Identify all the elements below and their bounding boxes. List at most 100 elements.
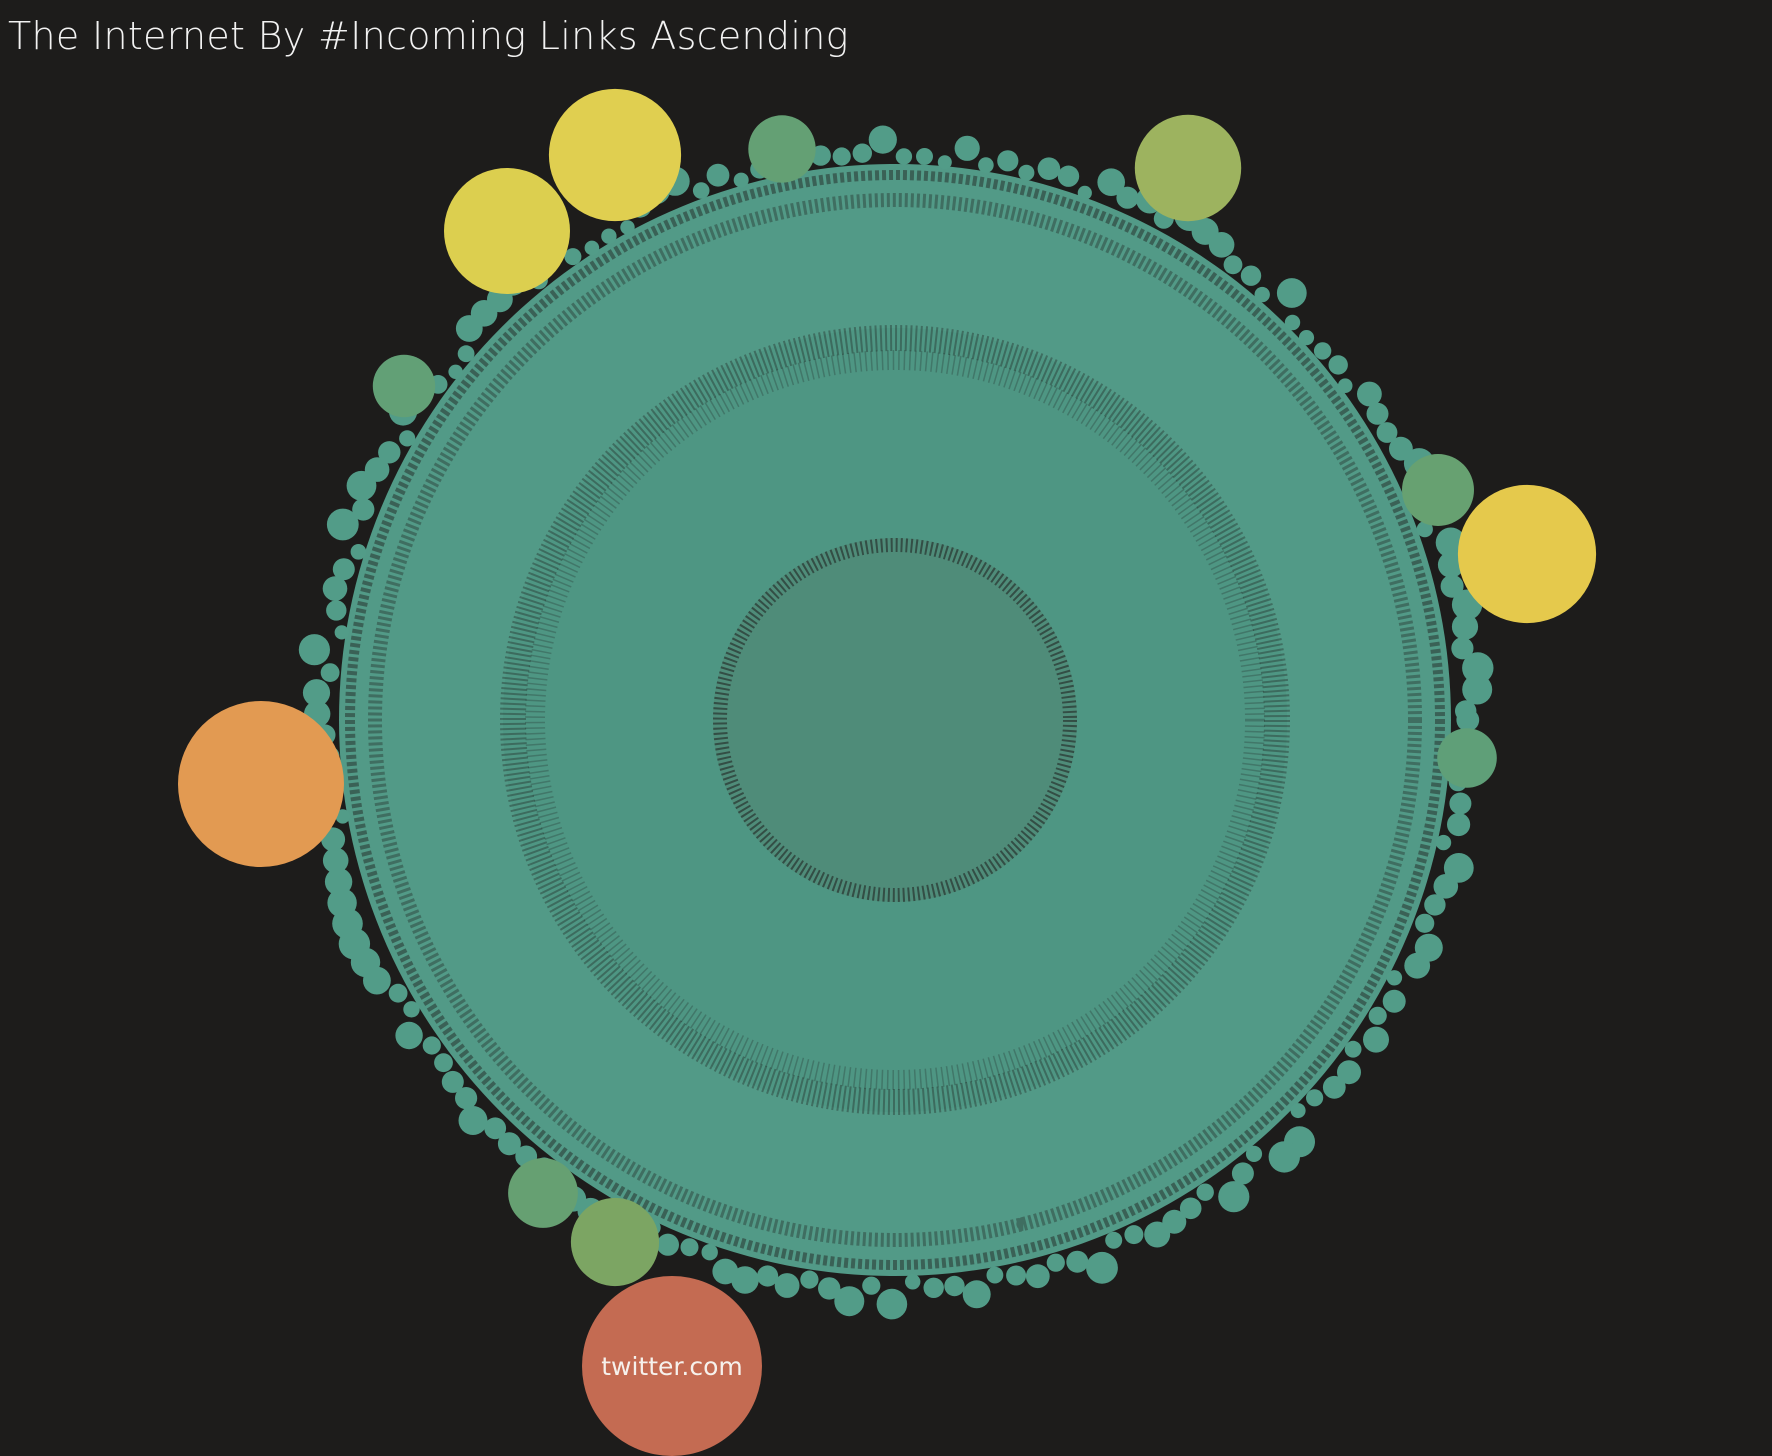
- edge-bubble-26: [1218, 1181, 1250, 1213]
- top-sites-bubbles: twitter.com: [178, 88, 1597, 1456]
- site-bubble-11[interactable]: [372, 354, 436, 418]
- edge-bubble-18: [1337, 1060, 1361, 1085]
- site-bubble-1[interactable]: [582, 1276, 762, 1456]
- edge-bubble-90: [334, 625, 349, 640]
- edge-bubble-99: [378, 441, 401, 464]
- site-bubble-12[interactable]: [1437, 728, 1497, 788]
- edge-bubble-149: [1276, 278, 1307, 308]
- edge-bubble-119: [692, 182, 710, 199]
- site-bubble-7[interactable]: [570, 1197, 660, 1287]
- edge-bubble-155: [1357, 381, 1382, 407]
- edge-bubble-132: [954, 135, 980, 161]
- edge-bubble-32: [1105, 1231, 1123, 1249]
- edge-bubble-79: [322, 847, 349, 874]
- edge-bubble-15: [1368, 1006, 1387, 1025]
- edge-bubble-63: [497, 1132, 521, 1156]
- edge-bubble-169: [1462, 652, 1494, 684]
- edge-bubble-100: [399, 430, 416, 447]
- edge-bubble-171: [1455, 700, 1477, 722]
- edge-bubble-88: [320, 663, 340, 682]
- edge-bubble-89: [298, 634, 330, 666]
- edge-bubble-36: [1025, 1264, 1050, 1289]
- edge-bubble-78: [324, 868, 353, 896]
- edge-bubble-31: [1124, 1225, 1144, 1245]
- edge-bubble-48: [774, 1273, 800, 1298]
- chart-title: The Internet By #Incoming Links Ascendin…: [8, 14, 849, 58]
- edge-bubble-127: [852, 143, 872, 163]
- site-bubble-10[interactable]: [748, 115, 816, 183]
- site-bubble-9[interactable]: [508, 1158, 578, 1228]
- edge-bubble-67: [441, 1070, 464, 1093]
- edge-bubble-12: [1404, 952, 1431, 979]
- edge-bubble-13: [1386, 970, 1403, 986]
- edge-bubble-35: [1046, 1253, 1065, 1272]
- edge-bubble-17: [1344, 1040, 1362, 1058]
- edge-bubble-30: [1144, 1221, 1171, 1248]
- edge-bubble-81: [335, 809, 350, 824]
- edge-bubble-37: [1006, 1265, 1027, 1286]
- edge-bubble-25: [1231, 1162, 1254, 1185]
- bubble-texture-ring-2: [500, 325, 1290, 1115]
- edge-bubble-115: [620, 220, 635, 235]
- edge-bubble-128: [868, 125, 897, 154]
- edge-bubble-146: [1223, 255, 1243, 275]
- small-sites-bubble-mass: [339, 164, 1451, 1276]
- edge-bubble-4: [1449, 792, 1472, 815]
- edge-bubble-150: [1284, 314, 1301, 331]
- site-bubble-2[interactable]: [178, 701, 344, 867]
- edge-bubble-70: [395, 1021, 423, 1050]
- site-bubble-6[interactable]: [1134, 114, 1242, 222]
- edge-bubble-41: [923, 1277, 944, 1299]
- edge-bubble-105: [457, 345, 475, 363]
- bubble-texture-ring-3: [525, 350, 1265, 1090]
- edge-bubble-164: [1437, 551, 1464, 578]
- edge-bubble-34: [1066, 1250, 1089, 1273]
- edge-bubble-24: [1245, 1145, 1263, 1162]
- inner-core: [713, 538, 1077, 902]
- edge-bubble-113: [584, 240, 600, 256]
- edge-bubble-153: [1328, 355, 1348, 375]
- site-bubble-3[interactable]: [1457, 484, 1597, 624]
- edge-bubble-162: [1416, 521, 1433, 538]
- edge-bubble-148: [1254, 286, 1270, 303]
- edge-bubble-131: [937, 155, 952, 170]
- edge-bubble-91: [326, 600, 347, 621]
- edge-bubble-69: [422, 1036, 441, 1055]
- bubble-texture-ring-4: [368, 193, 1422, 1247]
- edge-bubble-145: [1208, 232, 1235, 258]
- edge-bubble-98: [364, 457, 390, 482]
- edge-bubble-39: [962, 1280, 991, 1309]
- site-bubble-5[interactable]: [444, 168, 570, 294]
- edge-bubble-21: [1290, 1103, 1306, 1119]
- edge-bubble-165: [1440, 574, 1464, 598]
- edge-bubble-138: [1077, 185, 1092, 200]
- edge-bubble-135: [1018, 164, 1035, 181]
- edge-bubble-96: [352, 498, 375, 521]
- edge-bubble-51: [712, 1258, 739, 1285]
- edge-bubble-53: [680, 1238, 699, 1257]
- edge-bubble-156: [1366, 402, 1389, 425]
- edge-bubble-136: [1037, 157, 1061, 180]
- edge-bubble-54: [656, 1233, 680, 1256]
- edge-bubble-19: [1322, 1075, 1346, 1099]
- edge-bubble-168: [1451, 637, 1474, 660]
- edge-bubble-20: [1306, 1089, 1324, 1107]
- edge-bubble-151: [1298, 330, 1315, 346]
- edge-bubble-92: [322, 576, 348, 601]
- edge-bubble-43: [876, 1288, 908, 1320]
- edge-bubble-87: [302, 679, 331, 707]
- site-bubble-4[interactable]: [548, 88, 682, 222]
- edge-bubble-167: [1451, 613, 1479, 640]
- edge-bubble-129: [895, 148, 913, 165]
- edge-bubble-68: [434, 1053, 453, 1073]
- edge-bubble-28: [1179, 1197, 1202, 1220]
- edge-bubble-114: [601, 228, 617, 244]
- bubble-texture-ring-5: [345, 170, 1445, 1270]
- site-bubble-8[interactable]: [1402, 454, 1474, 526]
- edge-bubble-38: [986, 1266, 1004, 1284]
- edge-bubble-14: [1382, 989, 1406, 1013]
- edge-bubble-95: [326, 508, 359, 541]
- edge-bubble-112: [564, 248, 582, 266]
- edge-bubble-140: [1116, 186, 1139, 209]
